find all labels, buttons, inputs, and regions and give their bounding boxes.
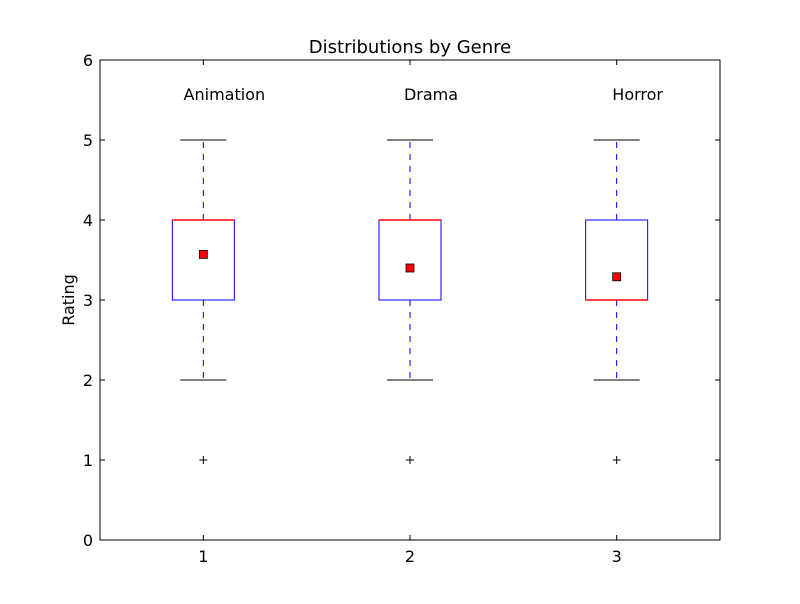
y-tick-label: 2 [83,371,93,390]
y-axis-label: Rating [59,274,78,326]
x-tick-label: 2 [405,547,415,566]
y-tick-label: 1 [83,451,93,470]
genre-annotation: Animation [184,85,266,104]
mean-marker [198,249,208,259]
genre-annotation: Horror [612,85,663,104]
y-tick-label: 5 [83,131,93,150]
genre-annotation: Drama [404,85,458,104]
box-iqr [171,219,235,301]
chart-title: Distributions by Genre [309,37,511,58]
mean-marker [612,272,622,282]
y-tick-label: 6 [83,51,93,70]
x-tick-label: 1 [198,547,208,566]
mean-marker [405,263,415,273]
box-iqr [585,219,649,301]
box-iqr [378,219,442,301]
x-tick-label: 3 [612,547,622,566]
y-tick-label: 3 [83,291,93,310]
y-tick-label: 0 [83,531,93,550]
chart-marks: 0 1 2 3 4 5 6 1 2 3 Animation Drama Horror [83,51,720,566]
y-tick-label: 4 [83,211,93,230]
